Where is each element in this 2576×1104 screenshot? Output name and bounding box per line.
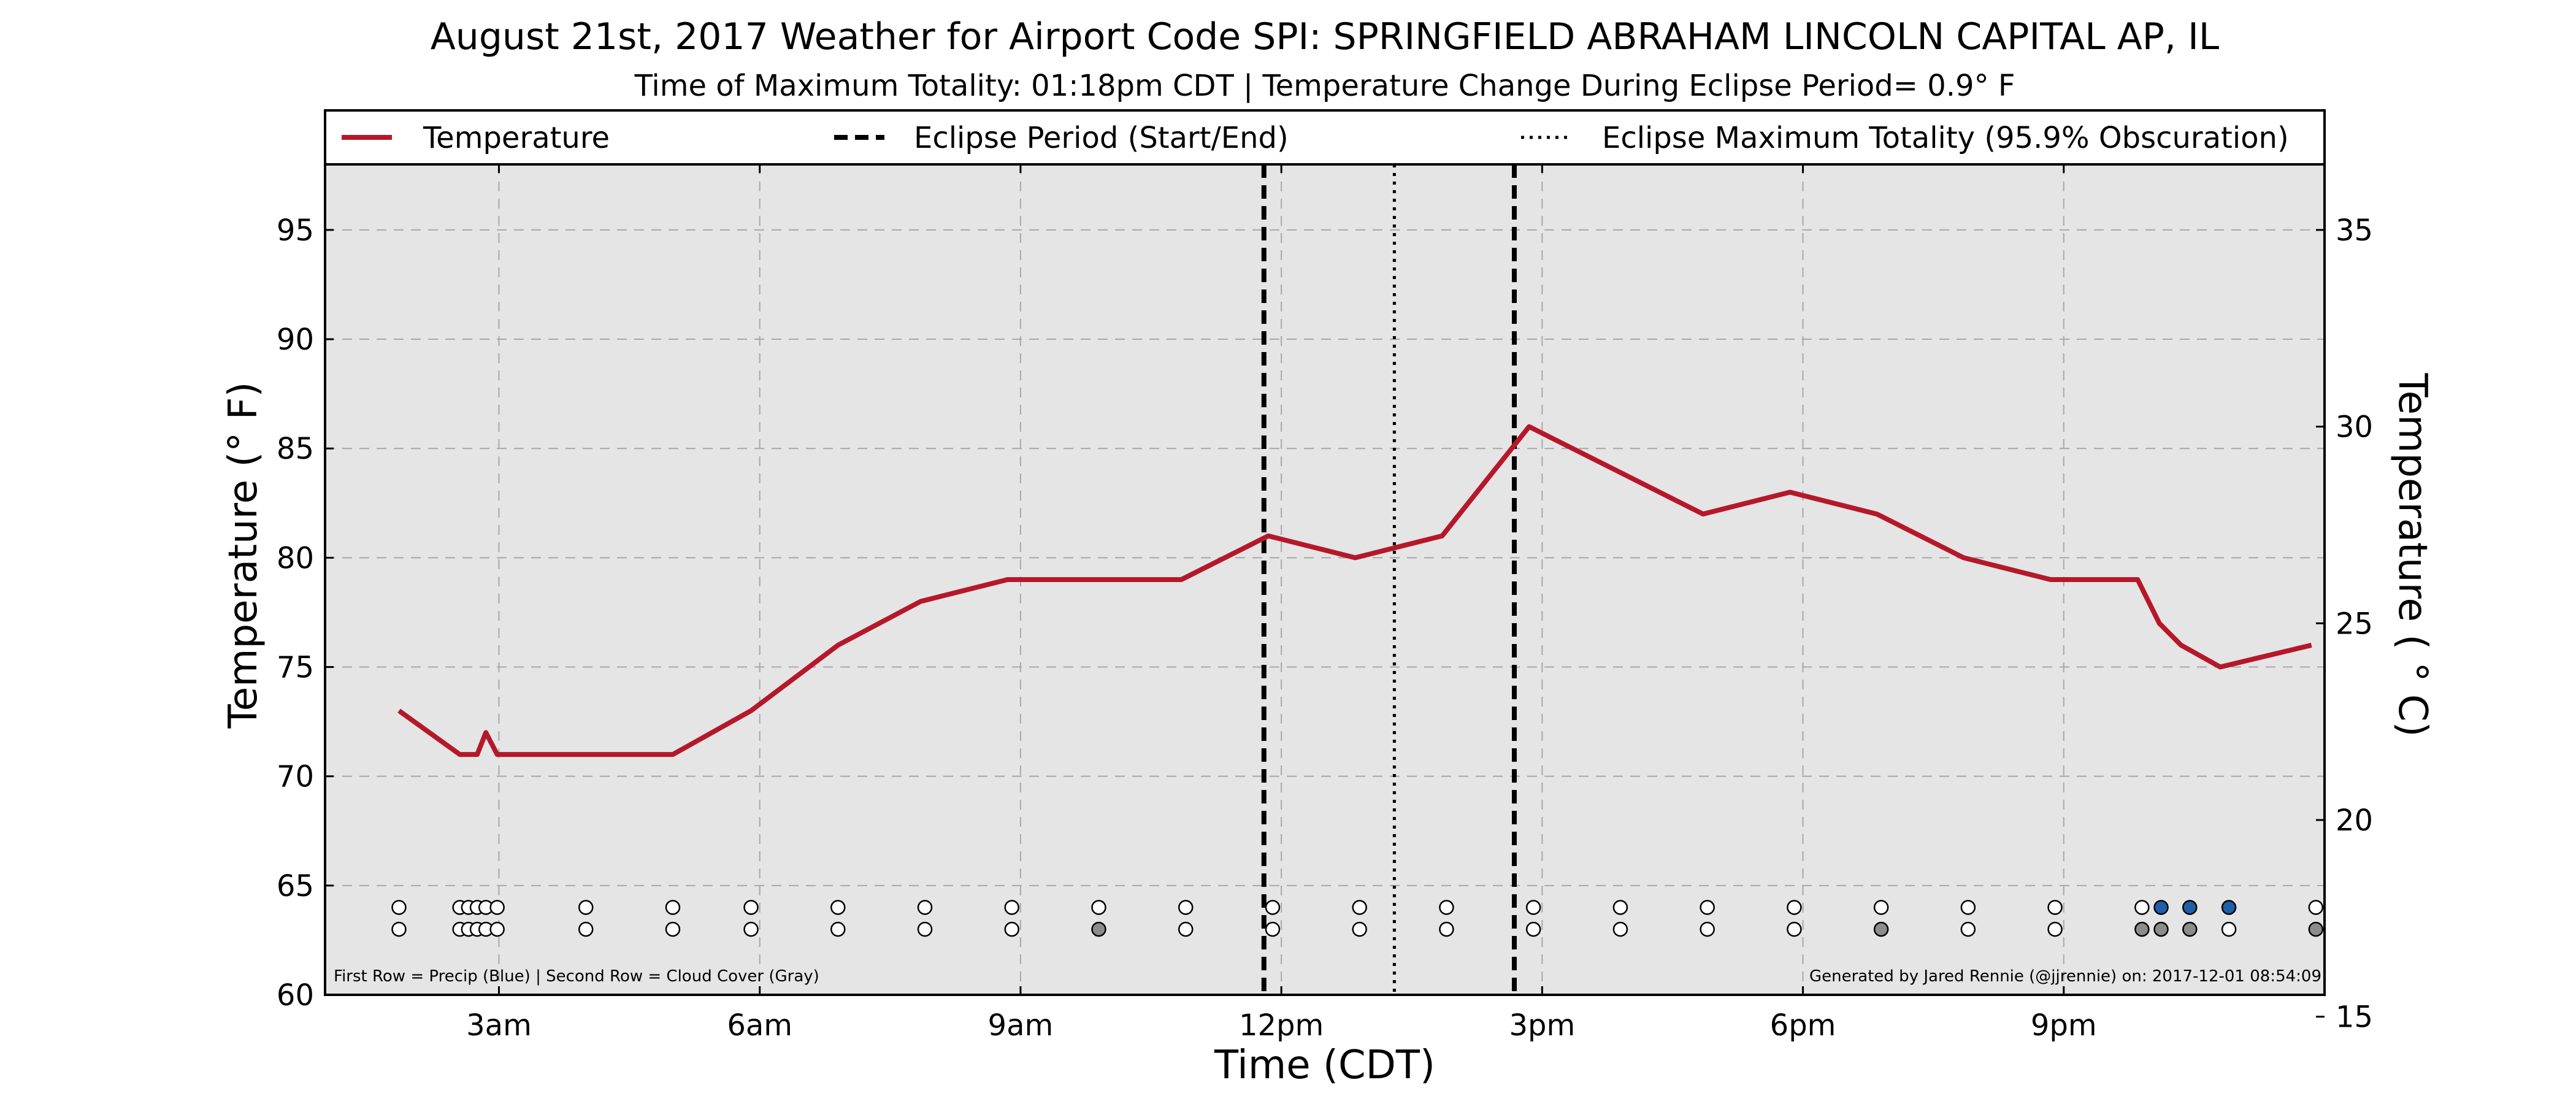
y-tick-label-left: 80 [277, 541, 314, 575]
precip-marker [489, 900, 505, 915]
cloud-cover-marker [1004, 921, 1019, 937]
cloud-cover-marker [2308, 921, 2324, 937]
precip-marker [2182, 900, 2198, 915]
temperature-line [397, 424, 2312, 757]
legend-box [324, 109, 2326, 166]
cloud-cover-marker [1352, 921, 1367, 937]
precip-cloud-markers [391, 900, 2324, 937]
cloud-cover-marker [743, 921, 759, 937]
x-axis-label: Time (CDT) [1214, 1043, 1435, 1088]
plot-background [325, 164, 2325, 995]
x-tick-label: 3am [466, 1008, 532, 1043]
cloud-cover-marker [1787, 921, 1802, 937]
legend: Temperature Eclipse Period (Start/End) Ecl… [324, 109, 2326, 166]
series [397, 424, 2312, 757]
ticks: 3am 6am 9am 12pm 3pm 6pm 9pm 60 65 70 75 80 85 90 95 15… [277, 164, 2373, 1043]
y-tick-label-left: 65 [277, 869, 314, 903]
precip-marker [2308, 900, 2324, 915]
legend-label: Eclipse Maximum Totality (95.9% Obscurat… [1602, 121, 2289, 155]
y-tick-label-left: 85 [277, 432, 314, 466]
cloud-cover-marker [665, 921, 681, 937]
cloud-cover-marker [1612, 921, 1628, 937]
precip-marker [1960, 900, 1976, 915]
cloud-cover-marker [2182, 921, 2198, 937]
y-tick-label-left: 70 [277, 760, 314, 794]
y-axis-label-right: Temperature ( ° C) [2390, 372, 2435, 737]
x-tick-label: 6am [727, 1008, 792, 1043]
y-tick-label-left: 95 [277, 213, 314, 248]
cloud-cover-marker [2221, 921, 2237, 937]
y-tick-label-right: 25 [2336, 607, 2373, 641]
cloud-cover-marker [1700, 921, 1715, 937]
generated-by-note: Generated by Jared Rennie (@jjrennie) on… [1809, 967, 2321, 986]
cloud-cover-marker [391, 921, 407, 937]
cloud-cover-marker [1873, 921, 1889, 937]
cloud-cover-marker [2134, 921, 2150, 937]
cloud-cover-marker [1178, 921, 1194, 937]
precip-marker [1873, 900, 1889, 915]
grid [325, 164, 2325, 995]
precip-marker [743, 900, 759, 915]
x-tick-label: 9am [988, 1008, 1054, 1043]
y-tick-label-left: 90 [277, 323, 314, 357]
precip-marker [2134, 900, 2150, 915]
cloud-cover-marker [489, 921, 505, 937]
cloud-cover-marker [1439, 921, 1454, 937]
precip-marker [665, 900, 681, 915]
y-tick-label-right: 20 [2336, 803, 2373, 838]
precip-marker [1091, 900, 1106, 915]
cloud-cover-marker [830, 921, 846, 937]
precip-marker [917, 900, 933, 915]
cloud-cover-marker [2047, 921, 2063, 937]
x-tick-label: 3pm [1509, 1008, 1575, 1043]
y-tick-label-right: 15 [2336, 1000, 2373, 1035]
precip-marker [578, 900, 594, 915]
precip-marker [1004, 900, 1019, 915]
precip-marker [1178, 900, 1194, 915]
precip-cloud-note: First Row = Precip (Blue) | Second Row =… [334, 967, 819, 986]
y-tick-label-right: 30 [2336, 410, 2373, 445]
cloud-cover-marker [917, 921, 933, 937]
precip-marker [1439, 900, 1454, 915]
chart-subtitle: Time of Maximum Totality: 01:18pm CDT | … [634, 69, 2015, 103]
precip-marker [2047, 900, 2063, 915]
x-tick-label: 9pm [2031, 1008, 2097, 1043]
y-tick-label-left: 75 [277, 651, 314, 685]
legend-label: Eclipse Period (Start/End) [914, 121, 1289, 155]
cloud-cover-marker [1960, 921, 1976, 937]
y-tick-label-left: 60 [277, 978, 314, 1013]
chart-title: August 21st, 2017 Weather for Airport Co… [431, 15, 2220, 58]
precip-marker [2153, 900, 2169, 915]
y-axis-label-left: Temperature (° F) [221, 382, 266, 729]
plot-area [325, 164, 2325, 995]
precip-marker [1787, 900, 1802, 915]
x-tick-label: 12pm [1239, 1008, 1324, 1043]
cloud-cover-marker [1525, 921, 1541, 937]
precip-marker [2221, 900, 2237, 915]
x-tick-label: 6pm [1770, 1008, 1836, 1043]
precip-marker [391, 900, 407, 915]
cloud-cover-marker [578, 921, 594, 937]
precip-marker [1525, 900, 1541, 915]
precip-marker [1265, 900, 1281, 915]
precip-marker [1700, 900, 1715, 915]
cloud-cover-marker [2153, 921, 2169, 937]
cloud-cover-marker [1265, 921, 1281, 937]
precip-marker [1612, 900, 1628, 915]
eclipse-lines [1261, 164, 1517, 995]
y-tick-label-right: 35 [2336, 213, 2373, 248]
cloud-cover-marker [1091, 921, 1106, 937]
precip-marker [830, 900, 846, 915]
legend-label: Temperature [423, 121, 610, 155]
precip-marker [1352, 900, 1367, 915]
